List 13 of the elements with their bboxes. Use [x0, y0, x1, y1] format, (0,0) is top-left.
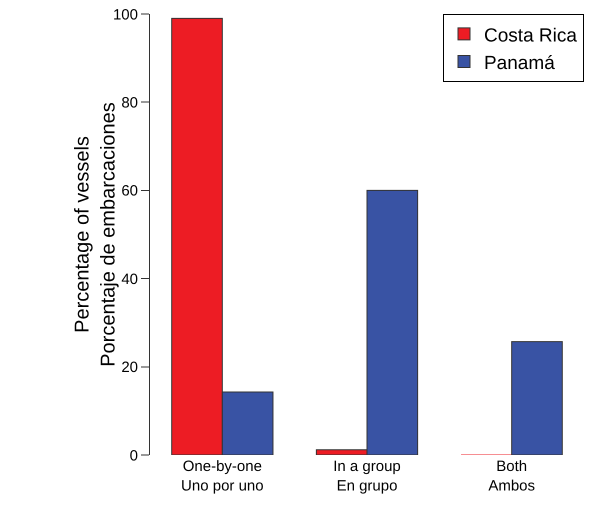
legend-label: Panamá	[484, 52, 556, 74]
x-tick-label: One-by-one Uno por uno	[181, 458, 264, 494]
y-tick-label: 100	[112, 6, 138, 24]
legend-label: Costa Rica	[484, 25, 578, 46]
y-tick-label: 0	[130, 447, 138, 464]
y-tick-label: 80	[121, 94, 138, 112]
y-axis-title: Percentage of vessels Porcentaje de embarcaciones	[71, 102, 120, 367]
bar	[511, 341, 563, 455]
y-tick-label: 60	[121, 182, 138, 200]
y-tick-label: 40	[121, 270, 138, 288]
x-tick-label: Both Ambos	[488, 458, 536, 494]
x-tick-label: In a group En grupo	[333, 458, 401, 494]
y-tick-label: 20	[121, 359, 138, 376]
